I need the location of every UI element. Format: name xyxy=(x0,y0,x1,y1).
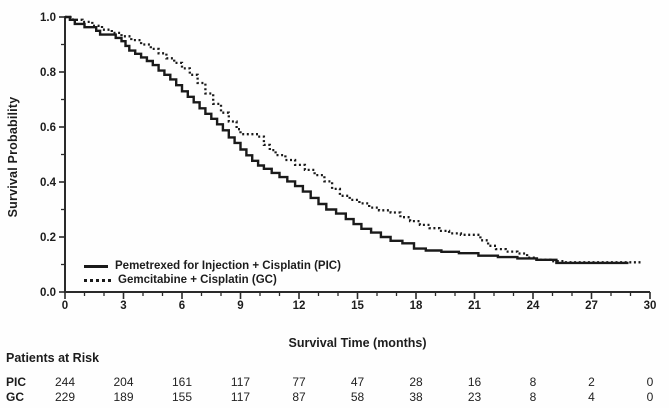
solid-line-swatch xyxy=(84,264,108,268)
x-tick-label: 12 xyxy=(293,300,306,312)
patients-at-risk-title: Patients at Risk xyxy=(6,351,100,365)
x-tick-label: 15 xyxy=(351,300,364,312)
risk-count: 4 xyxy=(588,390,595,404)
x-tick-label: 0 xyxy=(62,300,68,312)
risk-count: 58 xyxy=(350,390,365,404)
x-axis-title: Survival Time (months) xyxy=(288,336,427,350)
legend-label-gc: Gemcitabine + Cisplatin (GC) xyxy=(118,274,277,286)
x-tick-label: 18 xyxy=(410,300,423,312)
risk-count: 244 xyxy=(54,375,76,389)
risk-count: 8 xyxy=(529,390,537,404)
risk-count: 155 xyxy=(171,390,193,404)
y-axis-title: Survival Probability xyxy=(6,96,20,218)
risk-count: 204 xyxy=(113,375,134,389)
y-tick-label: 0.0 xyxy=(40,287,56,299)
risk-count: 0 xyxy=(646,390,654,404)
risk-count: 161 xyxy=(171,375,193,389)
x-tick-label: 3 xyxy=(120,300,126,312)
risk-count: 2 xyxy=(588,375,595,389)
x-tick-label: 30 xyxy=(644,300,657,312)
pic-survival-curve xyxy=(65,15,629,265)
legend-row-gc: Gemcitabine + Cisplatin (GC) xyxy=(84,273,341,287)
risk-count: 23 xyxy=(467,390,482,404)
gc-survival-curve xyxy=(65,15,643,264)
x-tick-label: 27 xyxy=(585,300,598,312)
legend-row-pic: Pemetrexed for Injection + Cisplatin (PI… xyxy=(84,259,341,273)
dotted-line-swatch xyxy=(84,278,111,282)
risk-row-label-gc: GC xyxy=(6,390,24,404)
x-tick-label: 24 xyxy=(527,300,540,312)
y-tick-label: 0.8 xyxy=(40,67,57,79)
risk-count: 47 xyxy=(350,375,365,389)
y-tick-label: 0.4 xyxy=(40,177,57,189)
legend-label-pic: Pemetrexed for Injection + Cisplatin (PI… xyxy=(115,260,341,272)
risk-count: 87 xyxy=(292,390,306,404)
risk-count: 38 xyxy=(409,390,423,404)
risk-count: 16 xyxy=(467,375,482,389)
risk-row-pic: PIC 244 204 161 117 77 47 28 16 8 2 0 xyxy=(0,375,669,389)
risk-count: 77 xyxy=(292,375,306,389)
risk-count: 8 xyxy=(529,375,537,389)
risk-count: 0 xyxy=(646,375,654,389)
x-tick-label: 6 xyxy=(179,300,185,312)
y-tick-label: 1.0 xyxy=(40,12,56,24)
risk-count: 28 xyxy=(409,375,423,389)
legend: Pemetrexed for Injection + Cisplatin (PI… xyxy=(84,259,341,287)
x-tick-label: 9 xyxy=(237,300,243,312)
risk-count: 117 xyxy=(230,390,251,404)
y-tick-label: 0.2 xyxy=(40,232,56,244)
risk-count: 189 xyxy=(113,390,134,404)
risk-count: 117 xyxy=(230,375,251,389)
y-tick-label: 0.6 xyxy=(40,122,56,134)
risk-count: 229 xyxy=(54,390,76,404)
x-tick-label: 21 xyxy=(468,300,481,312)
risk-row-gc: GC 229 189 155 117 87 58 38 23 8 4 0 xyxy=(0,390,669,404)
risk-row-label-pic: PIC xyxy=(6,375,27,389)
